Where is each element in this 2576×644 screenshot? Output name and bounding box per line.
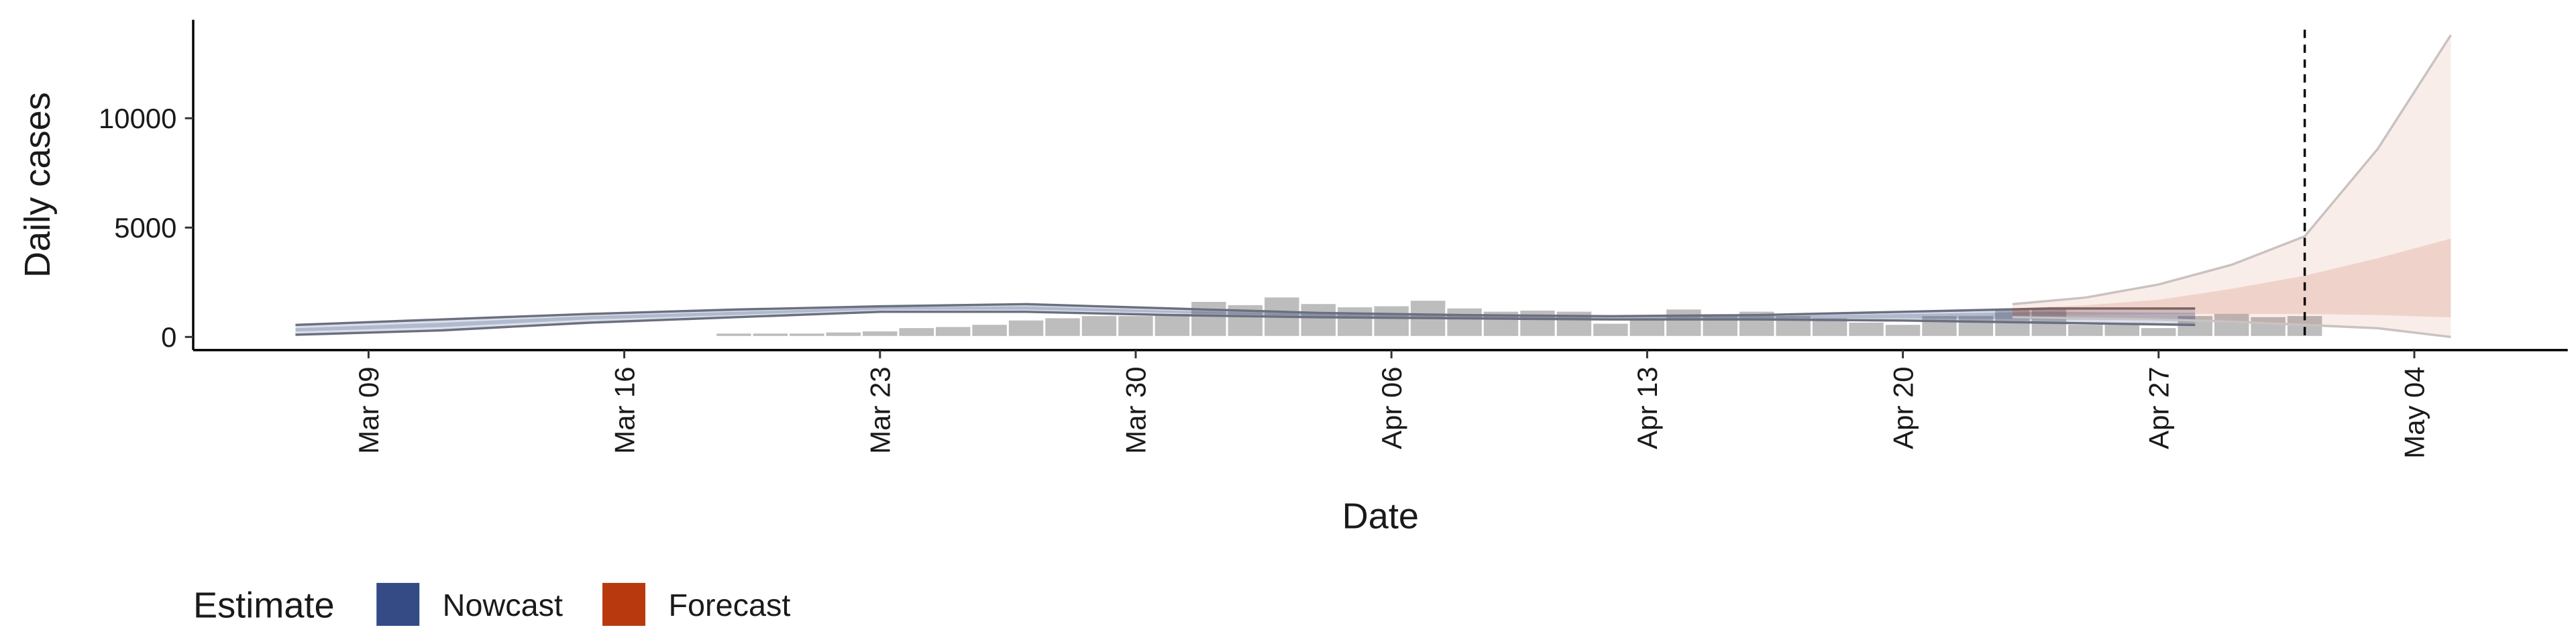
- bar: [970, 323, 1009, 338]
- x-tick-label: Apr 20: [1887, 366, 1919, 449]
- y-tick-label: 5000: [114, 212, 176, 244]
- x-tick-label: May 04: [2399, 366, 2430, 458]
- ribbon-inner: [295, 306, 2196, 332]
- ribbon-outer: [295, 304, 2196, 335]
- bar: [1299, 302, 1338, 338]
- bar: [1226, 303, 1265, 338]
- x-tick-label: Apr 27: [2143, 366, 2175, 449]
- bar: [1554, 309, 1594, 338]
- x-axis-title: Date: [1342, 496, 1419, 537]
- bar: [824, 330, 863, 338]
- x-tick-label: Mar 09: [353, 366, 384, 453]
- y-axis-title: Daily cases: [17, 92, 58, 278]
- bar: [1591, 321, 1630, 338]
- bar: [1116, 314, 1155, 338]
- x-tick-label: Apr 13: [1631, 366, 1663, 449]
- ribbon-outer: [2012, 35, 2451, 337]
- bar: [933, 325, 973, 338]
- legend-swatch: [376, 582, 420, 626]
- y-tick-label: 10000: [99, 103, 176, 134]
- x-tick-label: Mar 30: [1120, 366, 1152, 453]
- bar: [1043, 316, 1082, 338]
- y-tick-label: 0: [161, 321, 176, 353]
- ribbon-edge: [2012, 34, 2452, 306]
- legend-label: Nowcast: [443, 588, 563, 623]
- bar: [1372, 304, 1411, 338]
- legend-swatch: [602, 582, 646, 626]
- bar: [1664, 307, 1703, 338]
- bar: [1920, 314, 1959, 338]
- legend-label: Forecast: [668, 588, 790, 623]
- x-tick-label: Mar 16: [608, 366, 640, 453]
- ribbon-edge: [295, 311, 2196, 336]
- bar: [1079, 314, 1119, 338]
- bar: [751, 331, 790, 338]
- bar: [1956, 314, 1996, 338]
- bar: [714, 331, 753, 338]
- bar: [1883, 323, 1923, 338]
- x-tick-label: Apr 06: [1376, 366, 1407, 449]
- bar: [1336, 305, 1375, 338]
- ribbon-inner: [2012, 238, 2451, 317]
- bar: [861, 329, 900, 338]
- ribbon-edge: [2012, 316, 2451, 338]
- bar: [1518, 309, 1557, 338]
- bar: [897, 326, 936, 338]
- bar: [1006, 318, 1046, 338]
- ribbon-edge: [295, 303, 2196, 327]
- bar: [1847, 320, 1886, 338]
- bar: [788, 331, 826, 338]
- bar: [2066, 323, 2105, 338]
- bar: [1152, 311, 1192, 338]
- x-tick-label: Mar 23: [865, 366, 896, 453]
- bar: [1445, 306, 1484, 338]
- bar: [1189, 300, 1228, 338]
- bar: [2102, 323, 2142, 338]
- bar: [2139, 326, 2178, 338]
- legend-title: Estimate: [193, 586, 335, 626]
